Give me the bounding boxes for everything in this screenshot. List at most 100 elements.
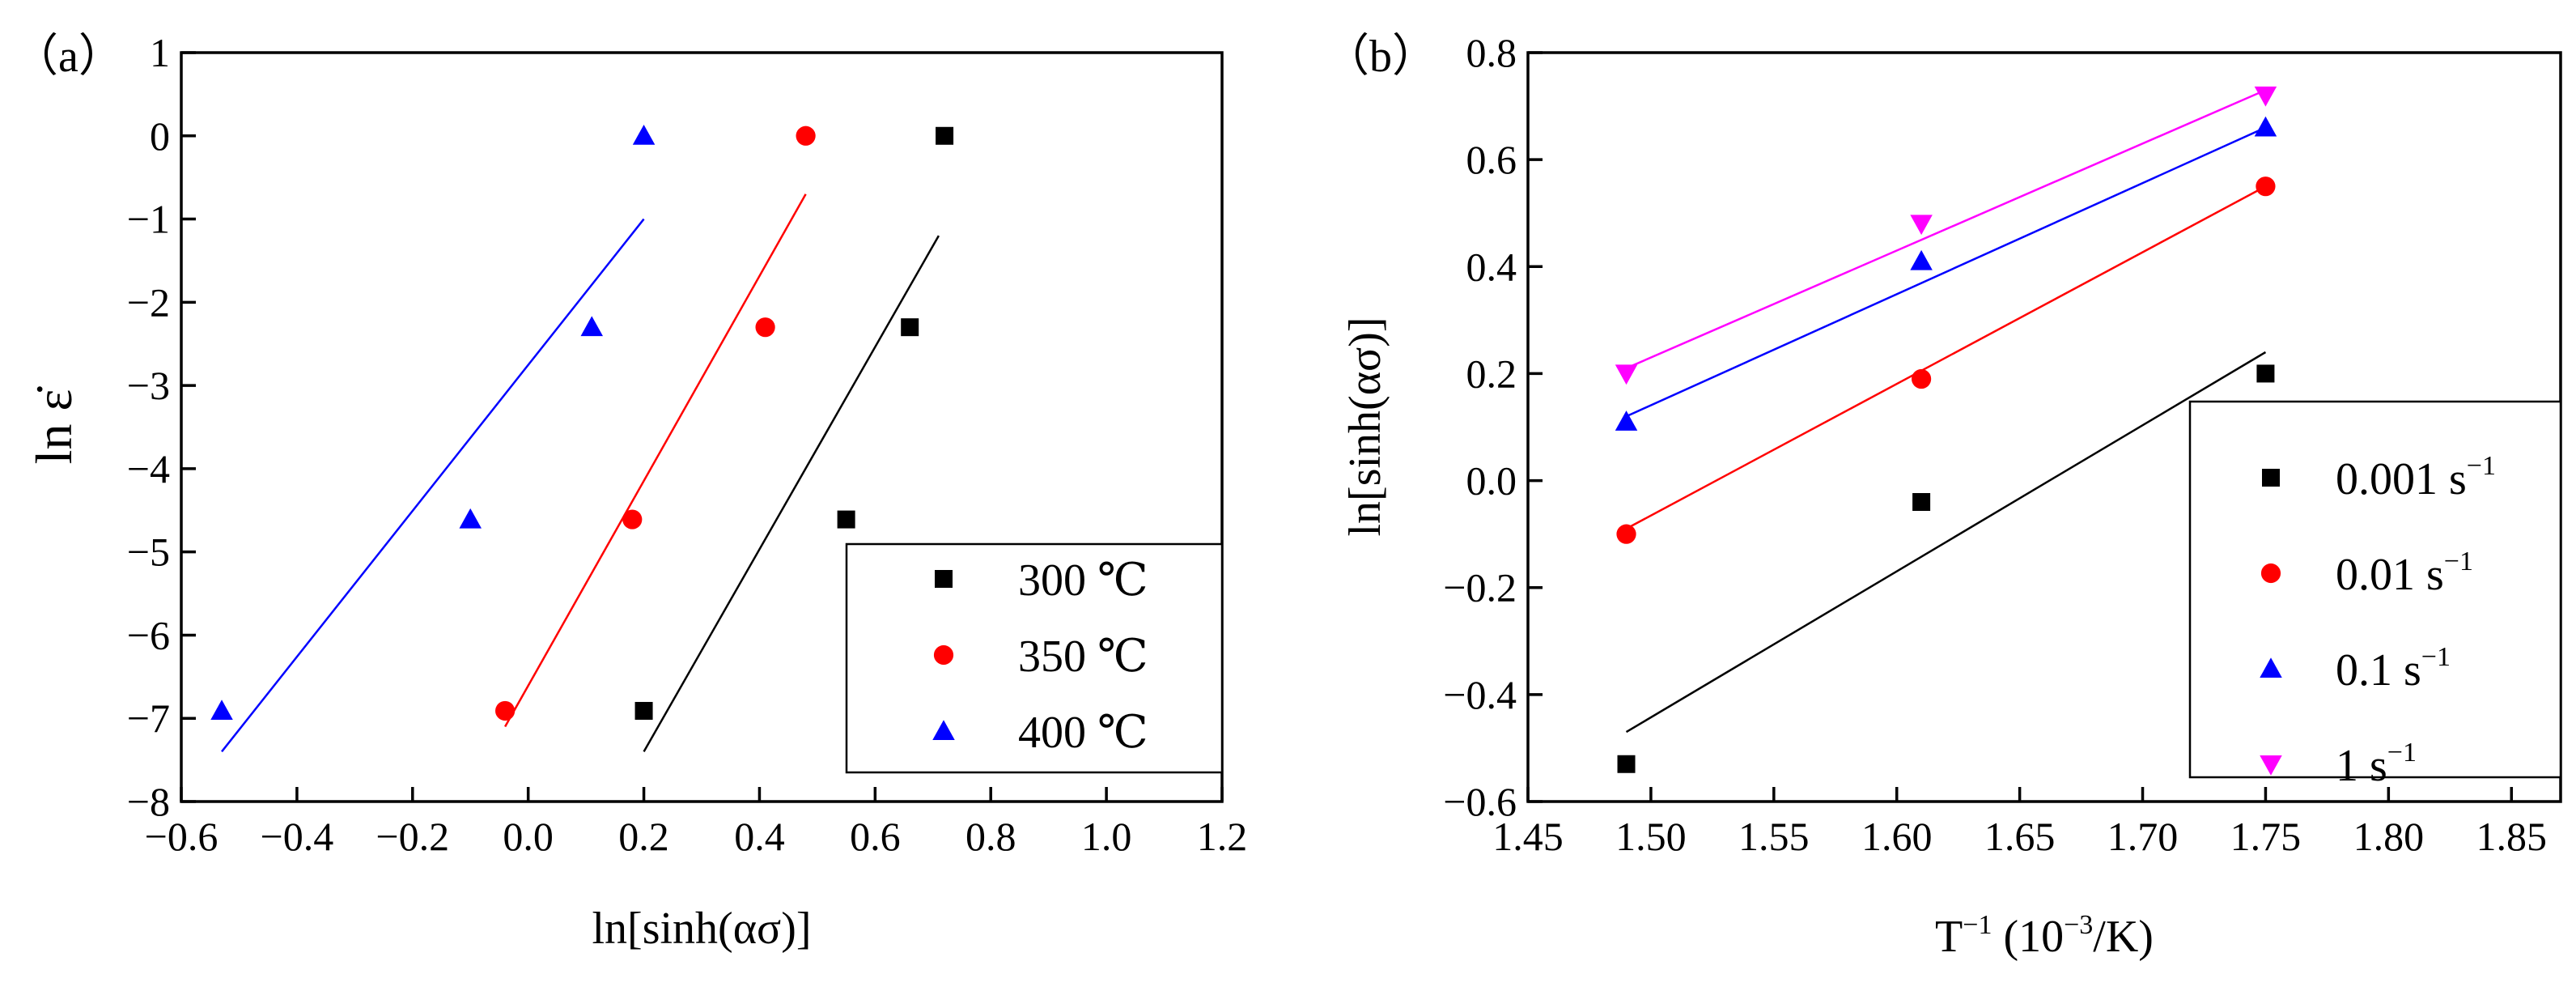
legend-marker: [2262, 469, 2280, 487]
x-tick-label: 1.55: [1738, 814, 1810, 859]
panel-a-legend: 300 ℃ 350 ℃ 400 ℃: [845, 542, 1224, 774]
x-tick-label: 1.60: [1861, 814, 1933, 859]
y-tick-label: 0.0: [1466, 458, 1517, 504]
panel-b-label: （b）: [1324, 32, 1437, 82]
data-point: [494, 700, 516, 721]
x-tick-label: 0.4: [734, 814, 785, 859]
data-point: [1615, 364, 1638, 385]
panel-b-x-axis-label-base: T: [1935, 912, 1963, 962]
legend-label: 0.1 s−1: [2336, 642, 2451, 695]
data-point: [755, 317, 775, 338]
data-point: [2256, 364, 2275, 383]
data-point: [459, 508, 482, 529]
x-tick-label: 0.6: [850, 814, 901, 859]
panel-b-x-axis: 1.45 1.50 1.55 1.60 1.65 1.70 1.75 1.80 1.85: [1492, 787, 2547, 859]
data-point: [580, 316, 604, 337]
panel-a-y-axis-label: ln ε̇: [25, 386, 83, 465]
fit-line: [1626, 89, 2266, 369]
panel-b-x-axis-label-rest: (10: [1992, 912, 2064, 962]
data-point: [1615, 410, 1638, 431]
x-tick-label: 1.0: [1081, 814, 1132, 859]
fit-line: [1625, 185, 2267, 530]
panel-a-fit-lines: [221, 194, 940, 753]
x-tick-label: 1.70: [2107, 814, 2179, 859]
y-tick-label: −0.4: [1443, 672, 1517, 717]
x-tick-label: 1.50: [1615, 814, 1687, 859]
x-tick-label: −0.4: [261, 814, 334, 859]
panel-b-x-axis-label-end: /K): [2093, 912, 2154, 962]
y-tick-label: −4: [127, 446, 170, 491]
panel-a-data-points: [210, 125, 954, 721]
data-point: [1910, 215, 1933, 236]
y-tick-label: 0.6: [1466, 137, 1517, 182]
data-point: [1911, 368, 1932, 389]
panel-b-fit-lines: [1625, 89, 2267, 734]
y-tick-label: −8: [127, 779, 170, 824]
y-tick-label: 1: [150, 30, 170, 75]
panel-b-legend-box: [2188, 400, 2562, 779]
fit-line: [643, 235, 940, 752]
panel-a-legend-box: [845, 542, 1224, 774]
x-tick-label: 1.75: [2230, 814, 2302, 859]
x-tick-label: −0.6: [145, 814, 219, 859]
y-tick-label: −3: [127, 363, 170, 408]
legend-label: 400 ℃: [1018, 708, 1148, 758]
data-point: [1910, 249, 1933, 270]
panel-b-x-axis-label: T−1 (10−3/K): [1935, 910, 2154, 962]
fit-line: [1625, 351, 2267, 734]
legend-marker: [2260, 563, 2281, 584]
y-tick-label: −2: [127, 279, 170, 325]
panel-a-y-axis: 1 0 −1 −2 −3 −4 −5 −6 −7 −8: [127, 30, 196, 824]
x-tick-label: 0.8: [965, 814, 1016, 859]
panel-a-plot-frame: [180, 51, 1224, 803]
fit-line: [221, 218, 645, 753]
data-point: [1616, 524, 1636, 544]
legend-marker: [2260, 657, 2282, 678]
data-point: [1912, 493, 1931, 511]
fit-line: [504, 194, 807, 728]
legend-marker: [933, 644, 954, 666]
panel-a: （a） −0.6 −0.4 −0.2 0.0 0.2 0.4 0.6 0.8 1.0 1.2 1 0…: [13, 30, 1247, 954]
legend-label: 0.001 s−1: [2336, 451, 2496, 504]
x-tick-label: −0.2: [376, 814, 449, 859]
legend-marker: [932, 720, 955, 740]
y-tick-label: −0.2: [1443, 565, 1517, 610]
y-tick-label: −0.6: [1443, 779, 1517, 824]
panel-a-x-axis: −0.6 −0.4 −0.2 0.0 0.2 0.4 0.6 0.8 1.0 1.2: [145, 787, 1248, 859]
panel-b-legend: 0.001 s−1 0.01 s−1 0.1 s−1 1 s−1: [2188, 400, 2562, 791]
legend-marker: [935, 570, 953, 588]
x-tick-label: 1.2: [1197, 814, 1248, 859]
data-point: [1617, 755, 1636, 773]
x-tick-label: 0.0: [503, 814, 554, 859]
x-tick-label: 1.45: [1492, 814, 1564, 859]
panel-b: （b） 1.45 1.50 1.55 1.60 1.65 1.70 1.75 1.80 1.85…: [1324, 30, 2562, 962]
panel-a-label: （a）: [13, 32, 124, 82]
panel-b-x-axis-label-sup: −1: [1963, 910, 1992, 940]
data-point: [210, 700, 233, 720]
y-tick-label: 0: [150, 113, 170, 159]
x-tick-label: 0.2: [618, 814, 669, 859]
y-tick-label: 0.2: [1466, 351, 1517, 396]
x-tick-label: 1.80: [2353, 814, 2425, 859]
legend-label: 1 s−1: [2336, 738, 2417, 791]
legend-label: 350 ℃: [1018, 632, 1148, 682]
x-tick-label: 1.65: [1984, 814, 2056, 859]
data-point: [837, 510, 855, 529]
fit-line: [1626, 126, 2266, 418]
data-point: [622, 509, 643, 530]
panel-b-x-axis-label-sup2: −3: [2064, 910, 2093, 940]
y-tick-label: −5: [127, 530, 170, 575]
data-point: [2254, 86, 2277, 107]
data-point: [632, 125, 656, 145]
data-point: [936, 126, 954, 145]
y-tick-label: −7: [127, 695, 170, 741]
y-tick-label: 0.8: [1466, 30, 1517, 75]
legend-label: 0.01 s−1: [2336, 547, 2473, 600]
panel-a-x-axis-label: ln[sinh(ασ)]: [592, 904, 811, 954]
panel-b-y-axis-label: ln[sinh(ασ)]: [1340, 317, 1390, 536]
panel-b-y-axis: 0.8 0.6 0.4 0.2 0.0 −0.2 −0.4 −0.6: [1443, 30, 1543, 824]
y-tick-label: −6: [127, 612, 170, 657]
data-point: [901, 318, 919, 337]
y-tick-label: −1: [127, 197, 170, 242]
y-tick-label: 0.4: [1466, 244, 1517, 289]
